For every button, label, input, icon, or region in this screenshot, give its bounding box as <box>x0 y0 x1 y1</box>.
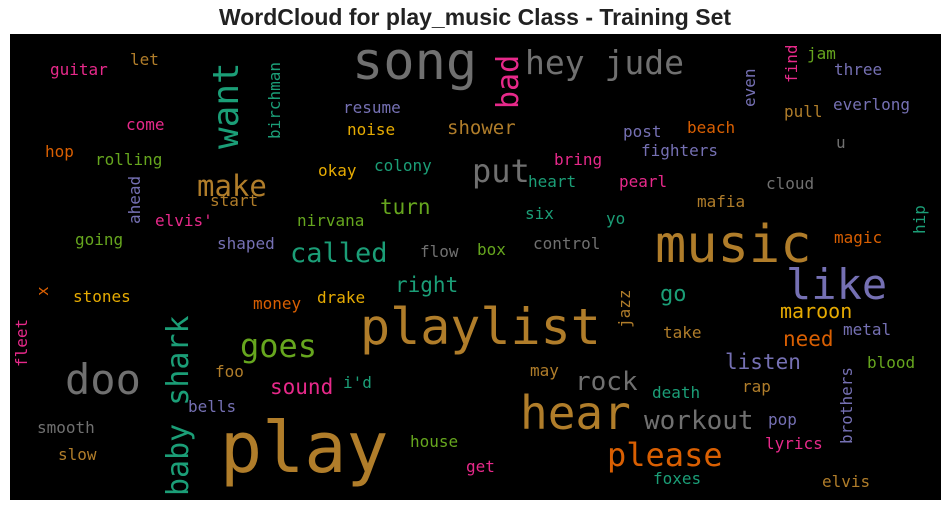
word-brothers: brothers <box>837 367 856 444</box>
word-metal: metal <box>843 320 891 339</box>
word-cloud: cloud <box>766 174 814 193</box>
word-play: play <box>220 407 389 489</box>
word-six: six <box>525 204 554 223</box>
word-need: need <box>783 327 834 351</box>
word-playlist: playlist <box>360 298 601 356</box>
word-stones: stones <box>73 287 131 306</box>
word-please: please <box>607 436 723 474</box>
word-rolling: rolling <box>95 150 162 169</box>
word-workout: workout <box>644 406 754 436</box>
word-come: come <box>126 115 165 134</box>
word-make: make <box>197 169 267 203</box>
word-get: get <box>466 457 495 476</box>
word-go: go <box>660 282 687 307</box>
word-baby-shark: baby shark <box>161 315 196 496</box>
word-ahead: ahead <box>125 176 144 224</box>
word-u: u <box>836 133 846 152</box>
word-death: death <box>652 383 700 402</box>
word-start: start <box>210 191 258 210</box>
word-music: music <box>655 215 812 275</box>
word-slow: slow <box>58 445 97 464</box>
word-hop: hop <box>45 142 74 161</box>
word-noise: noise <box>347 120 395 139</box>
word-post: post <box>623 122 662 141</box>
word-like: like <box>786 260 887 309</box>
word-flow: flow <box>420 242 459 261</box>
word-shower: shower <box>447 117 516 139</box>
word-everlong: everlong <box>833 95 910 114</box>
word-turn: turn <box>380 195 431 219</box>
word-elvis: elvis' <box>155 211 213 230</box>
word-listen: listen <box>725 350 801 374</box>
word-foo: foo <box>215 362 244 381</box>
word-fighters: fighters <box>641 141 718 160</box>
word-birchman: birchman <box>265 62 284 139</box>
word-guitar: guitar <box>50 60 108 79</box>
word-nirvana: nirvana <box>297 211 364 230</box>
word-blood: blood <box>867 353 915 372</box>
word-take: take <box>663 323 702 342</box>
word-pull: pull <box>784 102 823 121</box>
word-bad: bad <box>491 55 526 109</box>
word-put: put <box>472 152 530 190</box>
word-colony: colony <box>374 156 432 175</box>
word-goes: goes <box>240 327 317 365</box>
word-want: want <box>206 62 247 149</box>
word-beach: beach <box>687 118 735 137</box>
word-even: even <box>740 68 759 107</box>
word-money: money <box>253 294 302 313</box>
word-jazz: jazz <box>615 289 634 328</box>
word-rock: rock <box>575 367 638 397</box>
word-hey-jude: hey jude <box>525 43 684 82</box>
wordcloud-canvas: play playlist music song hear like doo hey jude… <box>10 34 941 500</box>
word-lyrics: lyrics <box>765 434 823 453</box>
word-sound: sound <box>270 375 333 399</box>
word-control: control <box>533 234 600 253</box>
word-bring: bring <box>554 150 602 169</box>
word-maroon: maroon <box>780 299 852 323</box>
word-resume: resume <box>343 98 401 117</box>
word-may: may <box>530 361 559 380</box>
word-song: song <box>352 34 477 92</box>
word-going: going <box>75 230 123 249</box>
word-okay: okay <box>318 161 357 180</box>
word-pearl: pearl <box>619 172 667 191</box>
word-find: find <box>782 44 801 83</box>
word-heart: heart <box>528 172 576 191</box>
chart-title: WordCloud for play_music Class - Trainin… <box>218 4 732 30</box>
word-magic: magic <box>834 228 882 247</box>
word-rap: rap <box>742 377 771 396</box>
wordcloud-svg: play playlist music song hear like doo hey jude… <box>12 34 929 496</box>
word-smooth: smooth <box>37 418 95 437</box>
word-three: three <box>834 60 882 79</box>
word-bells: bells <box>188 397 236 416</box>
word-mafia: mafia <box>697 192 745 211</box>
word-foxes: foxes <box>653 469 701 488</box>
word-x: x <box>33 286 52 296</box>
word-house: house <box>410 432 458 451</box>
word-drake: drake <box>317 288 365 307</box>
word-i-d: i'd <box>343 373 372 392</box>
word-right: right <box>395 273 458 297</box>
word-shaped: shaped <box>217 234 275 253</box>
word-doo: doo <box>65 355 141 404</box>
word-fleet: fleet <box>12 319 31 367</box>
word-pop: pop <box>768 410 797 429</box>
word-yo: yo <box>606 209 625 228</box>
word-hip: hip <box>910 205 929 234</box>
word-hear: hear <box>520 386 631 440</box>
word-let: let <box>130 50 159 69</box>
word-called: called <box>290 238 388 269</box>
word-elvis: elvis <box>822 472 870 491</box>
word-jam: jam <box>807 44 836 63</box>
word-box: box <box>477 240 506 259</box>
